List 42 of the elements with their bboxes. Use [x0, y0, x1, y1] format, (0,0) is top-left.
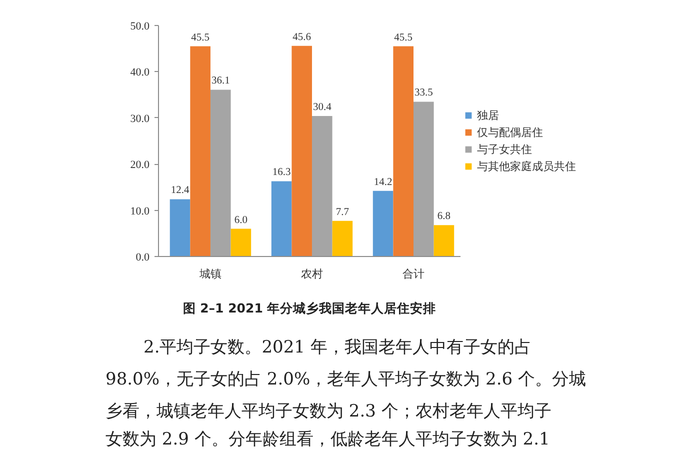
y-tick-label: 10.0 — [130, 205, 150, 218]
data-label: 12.4 — [170, 185, 190, 196]
bar — [210, 90, 231, 256]
text: 图 2–1 2021 年分城乡我国老年人居住安排 — [182, 300, 436, 316]
x-tick-label: 农村 — [300, 268, 323, 280]
legend-label: 独居 — [477, 108, 499, 122]
y-tick-label: 0.0 — [136, 252, 150, 264]
legend-label: 仅与配偶居住 — [477, 126, 543, 140]
data-label: 14.2 — [374, 176, 392, 188]
y-tick-label: 50.0 — [130, 20, 150, 32]
bar — [414, 102, 434, 256]
y-tick-label: 30.0 — [130, 112, 150, 125]
bar — [312, 116, 332, 256]
y-tick-label: 20.0 — [130, 159, 150, 172]
text: 乡看，城镇老年人平均子女数为 2.3 个；农村老年人平均子 — [106, 402, 552, 422]
legend-label: 与子女共住 — [477, 142, 532, 156]
data-label: 16.3 — [272, 167, 291, 178]
bar — [332, 220, 353, 256]
legend-label: 与其他家庭成员共住 — [477, 160, 576, 174]
x-tick-label: 合计 — [402, 268, 424, 280]
data-label: 6.0 — [234, 214, 248, 226]
bar — [292, 46, 312, 256]
bar — [271, 181, 292, 256]
data-label: 45.5 — [394, 32, 413, 44]
bar — [372, 190, 394, 256]
data-label: 36.1 — [211, 76, 230, 87]
x-tick-label: 城镇 — [198, 268, 222, 280]
bar — [170, 199, 190, 256]
data-label: 30.4 — [312, 102, 332, 114]
bar — [190, 46, 210, 256]
y-tick-label: 40.0 — [130, 66, 150, 79]
bar — [434, 225, 454, 256]
text: 2.平均子女数。2021 年，我国老年人中有子女的占 — [144, 338, 532, 358]
data-label: 7.7 — [336, 206, 350, 218]
data-label: 6.8 — [437, 211, 451, 222]
bar — [230, 228, 252, 256]
data-label: 45.5 — [191, 32, 210, 44]
data-label: 45.6 — [292, 32, 312, 43]
text: 女数为 2.9 个。分年龄组看，低龄老年人平均子女数为 2.1 — [106, 430, 550, 450]
data-label: 33.5 — [414, 88, 433, 99]
text: 98.0%，无子女的占 2.0%，老年人平均子女数为 2.6 个。分城 — [106, 370, 586, 390]
bar — [393, 46, 414, 256]
